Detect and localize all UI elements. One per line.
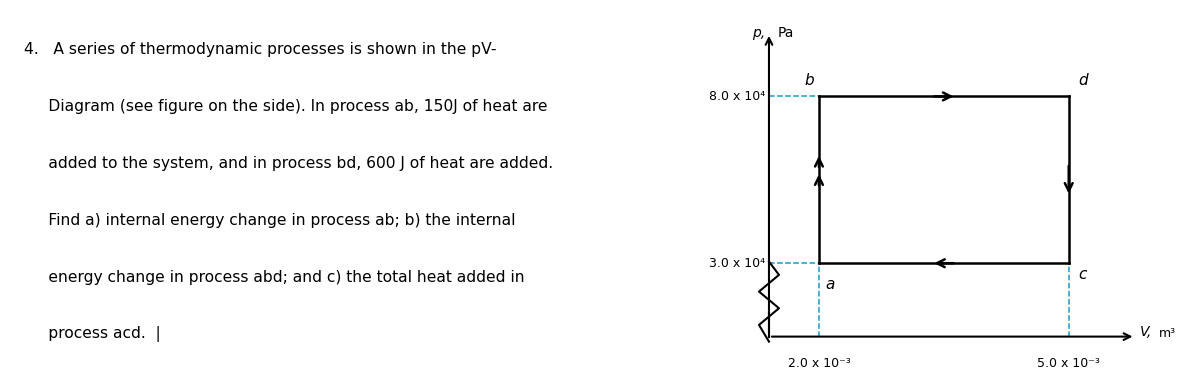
Text: b: b (804, 73, 814, 88)
Text: added to the system, and in process bd, 600 J of heat are added.: added to the system, and in process bd, … (24, 156, 553, 171)
Text: 4.   A series of thermodynamic processes is shown in the pV-: 4. A series of thermodynamic processes i… (24, 42, 497, 58)
Text: m³: m³ (1159, 327, 1176, 340)
Text: V,: V, (1140, 324, 1152, 339)
Text: 5.0 x 10⁻³: 5.0 x 10⁻³ (1037, 357, 1100, 370)
Text: process acd.  |: process acd. | (24, 326, 161, 342)
Text: 8.0 x 10⁴: 8.0 x 10⁴ (708, 90, 764, 103)
Text: Diagram (see figure on the side). In process ab, 150J of heat are: Diagram (see figure on the side). In pro… (24, 99, 548, 114)
Text: energy change in process abd; and c) the total heat added in: energy change in process abd; and c) the… (24, 270, 524, 285)
Text: p,: p, (751, 26, 764, 40)
Text: 3.0 x 10⁴: 3.0 x 10⁴ (709, 257, 764, 270)
Text: 2.0 x 10⁻³: 2.0 x 10⁻³ (787, 357, 851, 370)
Text: c: c (1079, 266, 1087, 281)
Text: d: d (1079, 73, 1088, 88)
Text: a: a (826, 276, 835, 291)
Text: Pa: Pa (778, 26, 793, 40)
Text: Find a) internal energy change in process ab; b) the internal: Find a) internal energy change in proces… (24, 213, 516, 228)
